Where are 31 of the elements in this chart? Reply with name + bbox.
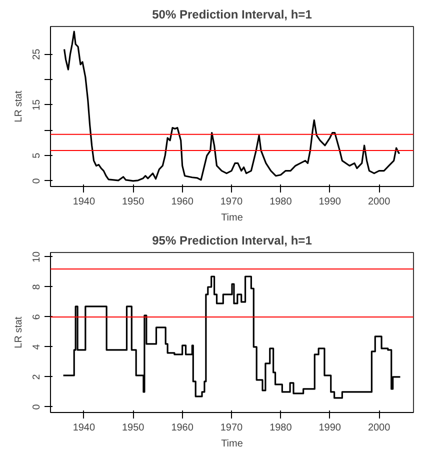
chart-title: 50% Prediction Interval, h=1 bbox=[152, 8, 312, 22]
x-tick-label: 1960 bbox=[171, 422, 194, 434]
y-axis-title: LR stat bbox=[14, 90, 24, 122]
x-tick-label: 1990 bbox=[318, 422, 342, 434]
x-tick-label: 2000 bbox=[368, 422, 391, 434]
x-tick-label: 2000 bbox=[368, 196, 391, 208]
y-tick-label: 6 bbox=[32, 314, 42, 320]
y-tick-label: 0 bbox=[32, 404, 42, 410]
x-tick-label: 1950 bbox=[122, 196, 145, 208]
y-tick-label: 8 bbox=[32, 284, 42, 290]
y-tick-label: 0 bbox=[32, 178, 42, 184]
x-tick-label: 1950 bbox=[122, 422, 145, 434]
y-tick-label: 15 bbox=[32, 98, 42, 111]
y-axis-title: LR stat bbox=[14, 316, 24, 348]
chart-title: 95% Prediction Interval, h=1 bbox=[152, 234, 312, 248]
x-tick-label: 1960 bbox=[171, 196, 194, 208]
y-tick-label: 5 bbox=[32, 152, 42, 158]
x-axis-title: Time bbox=[221, 212, 244, 224]
x-tick-label: 1940 bbox=[72, 196, 96, 208]
x-tick-label: 1980 bbox=[270, 422, 292, 434]
y-tick-label: 2 bbox=[32, 374, 42, 380]
y-tick-label: 25 bbox=[32, 48, 42, 60]
line-series bbox=[63, 30, 401, 182]
x-axis-title: Time bbox=[221, 438, 244, 450]
x-tick-label: 1980 bbox=[270, 196, 292, 208]
x-tick-label: 1940 bbox=[72, 422, 96, 434]
x-tick-label: 1970 bbox=[220, 196, 244, 208]
y-tick-label: 4 bbox=[32, 344, 42, 350]
x-tick-label: 1990 bbox=[318, 196, 342, 208]
y-tick-label: 10 bbox=[32, 251, 42, 263]
x-tick-label: 1970 bbox=[220, 422, 244, 434]
